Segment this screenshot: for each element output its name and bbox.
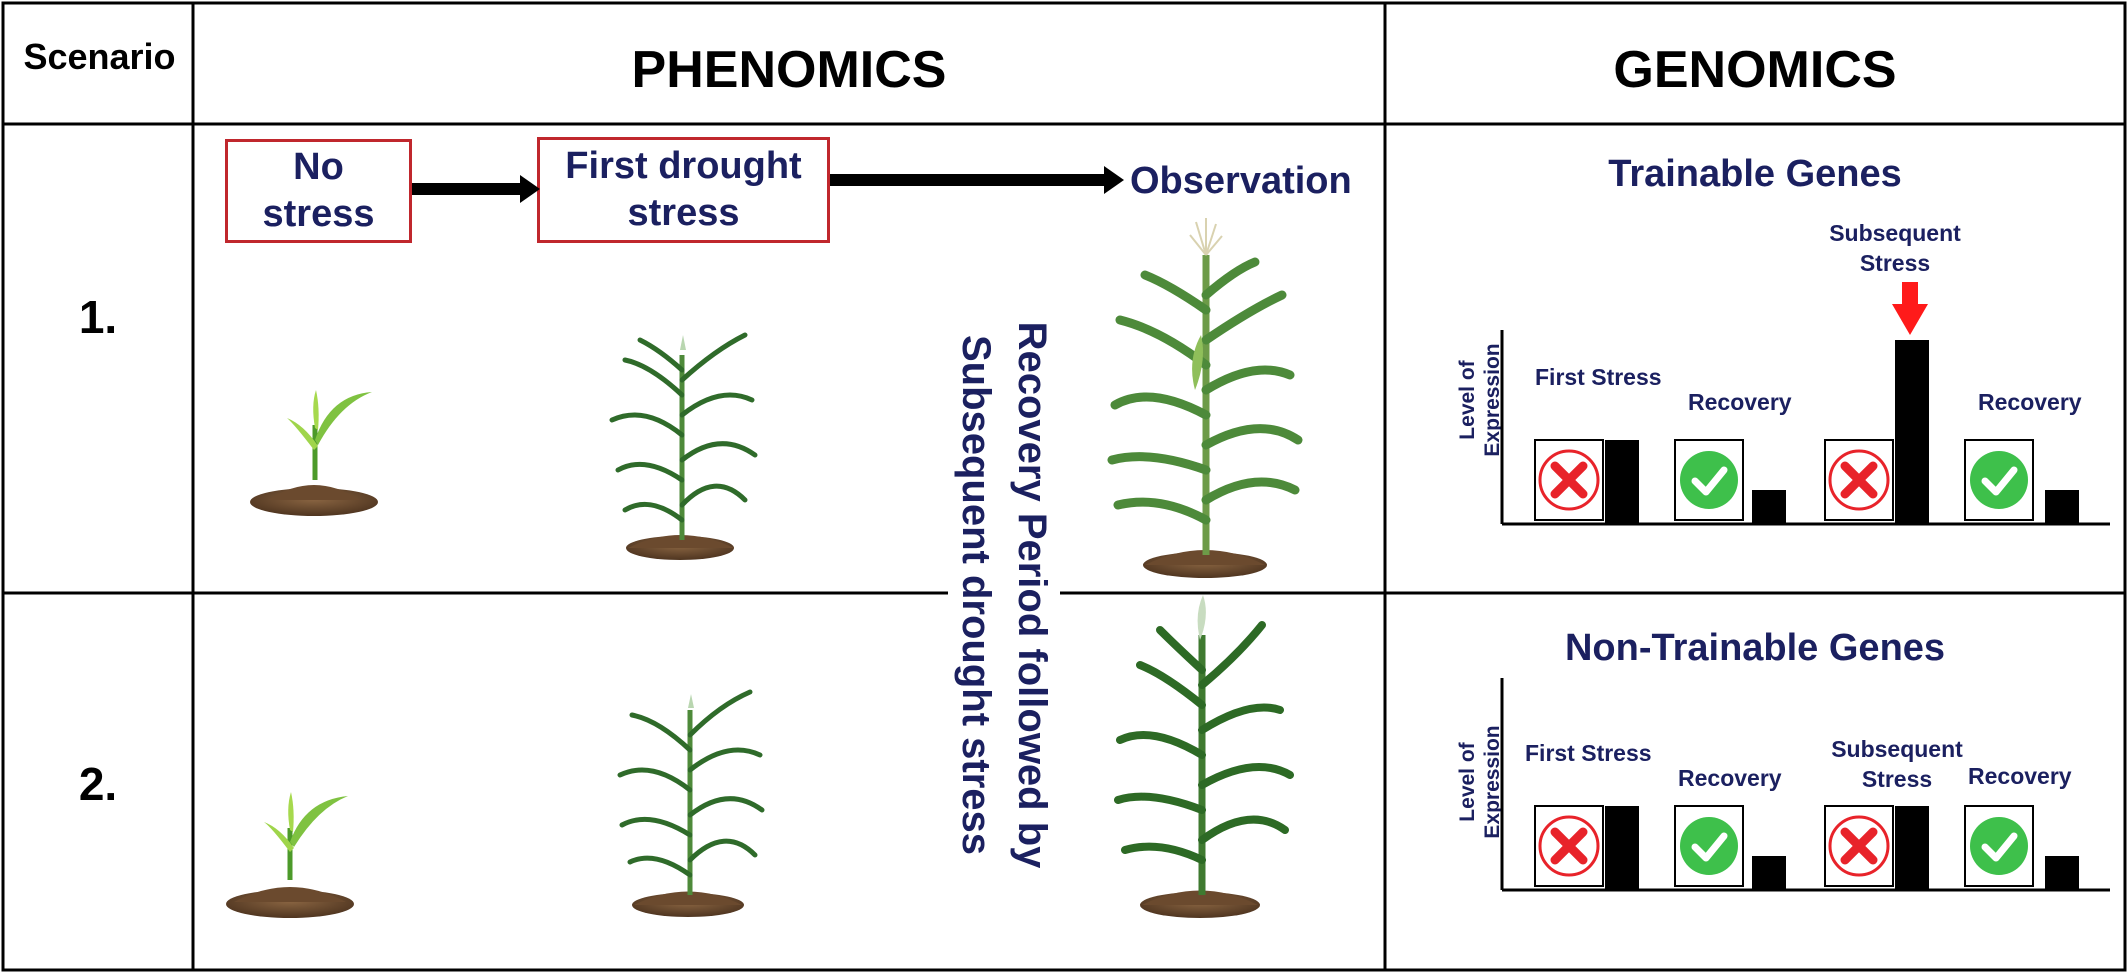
scenario-1-label: 1. <box>78 291 118 343</box>
genomics-header: GENOMICS <box>1613 41 1897 99</box>
seedling-icon <box>250 390 378 516</box>
t-label-subsequent-line2: Stress <box>1859 249 1931 276</box>
t-label-subsequent-line1: Subsequent <box>1829 220 1961 246</box>
n-label-recovery-2: Recovery <box>1968 763 2072 789</box>
stage-first-drought-line2: stress <box>627 192 740 234</box>
n-bar-2 <box>1752 856 1786 890</box>
n-label-recovery-1: Recovery <box>1678 765 1782 791</box>
stage-first-drought: First drought stress <box>537 137 830 243</box>
n-bar-4 <box>2045 856 2079 890</box>
stage-no-stress-line1: No <box>293 145 344 188</box>
n-label-subsequent-stress: Subsequent Stress <box>1822 735 1972 795</box>
n-bar-3 <box>1895 806 1929 890</box>
n-bar-1 <box>1605 806 1639 890</box>
arrow-right-icon <box>412 175 540 203</box>
phenomics-header: PHENOMICS <box>631 41 947 99</box>
seedling-icon <box>226 792 354 918</box>
corn-plant-icon <box>1107 218 1303 578</box>
t-label-first-stress: First Stress <box>1535 364 1662 390</box>
stage-observation: Observation <box>1130 160 1352 202</box>
t-label-recovery-1: Recovery <box>1688 389 1792 415</box>
stage-no-stress-line2: stress <box>262 193 375 235</box>
n-label-first-stress: First Stress <box>1525 740 1652 766</box>
n-label-subsequent-line2: Stress <box>1861 765 1933 792</box>
stage-no-stress: No stress <box>225 139 412 243</box>
cross-icon <box>1824 439 1894 521</box>
check-icon <box>1964 805 2034 887</box>
n-label-subsequent-line1: Subsequent <box>1831 736 1963 762</box>
stage-first-drought-line1: First drought <box>565 144 802 187</box>
t-label-subsequent-stress: Subsequent Stress <box>1820 219 1970 279</box>
cross-icon <box>1824 805 1894 887</box>
check-icon <box>1674 805 1744 887</box>
check-icon <box>1964 439 2034 521</box>
t-bar-1 <box>1605 440 1639 524</box>
corn-plant-icon <box>609 332 758 560</box>
corn-plant-icon <box>1114 595 1294 918</box>
t-label-recovery-2: Recovery <box>1978 389 2082 415</box>
arrow-down-icon <box>1892 282 1928 335</box>
cross-icon <box>1534 805 1604 887</box>
non-trainable-title: Non-Trainable Genes <box>1564 627 1946 669</box>
t-bar-2 <box>1752 490 1786 524</box>
t-bar-4 <box>2045 490 2079 524</box>
scenario-header: Scenario <box>23 36 176 77</box>
trainable-title: Trainable Genes <box>1608 153 1902 195</box>
scenario-2-label: 2. <box>78 758 118 810</box>
t-bar-3 <box>1895 340 1929 524</box>
corn-plant-icon <box>617 689 765 917</box>
arrow-right-icon <box>830 166 1124 194</box>
cross-icon <box>1534 439 1604 521</box>
check-icon <box>1674 439 1744 521</box>
